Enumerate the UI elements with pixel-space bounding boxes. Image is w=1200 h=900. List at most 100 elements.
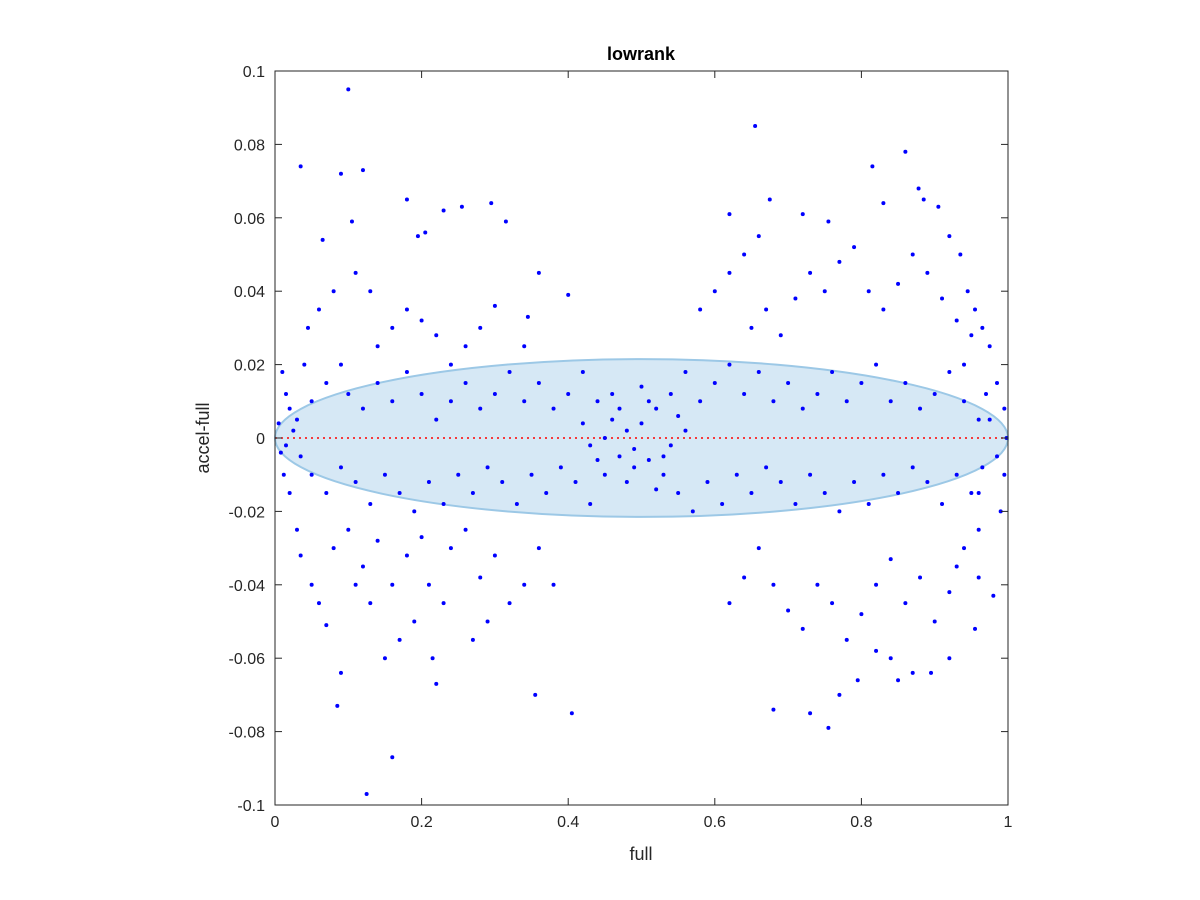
data-point [283,443,288,448]
y-tick-label: -0.1 [237,798,265,815]
data-point [903,380,908,385]
data-point [419,535,424,540]
data-point [573,480,578,485]
data-point [852,245,857,250]
data-point [349,219,354,224]
data-point [837,509,842,514]
data-point [753,124,758,129]
data-point [808,472,813,477]
data-point [910,670,915,675]
data-point [976,491,981,496]
data-point [800,406,805,411]
data-point [808,711,813,716]
data-point [984,391,989,396]
data-point [947,656,952,661]
data-point [793,502,798,507]
data-point [610,417,615,422]
data-point [375,344,380,349]
data-point [903,149,908,154]
data-point [793,296,798,301]
y-tick-label: 0.1 [243,64,265,81]
data-point [712,380,717,385]
data-point [551,406,556,411]
data-point [874,362,879,367]
data-point [998,509,1003,514]
data-point [588,502,593,507]
data-point [976,527,981,532]
data-point [448,399,453,404]
y-axis-label: accel-full [193,402,213,473]
data-point [423,230,428,235]
data-point [918,406,923,411]
data-point [492,391,497,396]
data-point [283,391,288,396]
data-point [278,450,283,455]
data-point [764,307,769,312]
data-point [896,491,901,496]
data-point [338,465,343,470]
y-tick-label: 0.06 [234,211,265,228]
data-point [844,637,849,642]
data-point [727,212,732,217]
data-point [786,380,791,385]
data-point [676,491,681,496]
data-point [668,391,673,396]
data-point [676,413,681,418]
data-point [654,406,659,411]
data-point [580,421,585,426]
data-point [698,399,703,404]
data-point [954,472,959,477]
data-point [434,681,439,686]
data-point [617,406,622,411]
y-tick-label: 0 [256,431,265,448]
data-point [382,472,387,477]
data-point [727,270,732,275]
data-point [463,527,468,532]
data-point [1002,472,1007,477]
data-point [287,406,292,411]
data-point [837,259,842,264]
data-point [808,270,813,275]
data-point [412,619,417,624]
data-point [995,454,1000,459]
data-point [881,201,886,206]
data-point [291,428,296,433]
data-point [918,575,923,580]
data-point [756,369,761,374]
data-point [764,465,769,470]
data-point [305,325,310,330]
data-point [826,219,831,224]
data-point [375,380,380,385]
data-point [375,538,380,543]
data-point [507,601,512,606]
data-point [346,391,351,396]
data-point [624,480,629,485]
data-point [940,296,945,301]
data-point [320,237,325,242]
data-point [925,270,930,275]
data-point [404,553,409,558]
data-point [298,454,303,459]
data-point [364,791,369,796]
data-point [390,399,395,404]
data-point [426,480,431,485]
data-point [595,399,600,404]
data-point [830,369,835,374]
data-point [382,656,387,661]
data-point [632,447,637,452]
data-point [500,480,505,485]
data-point [727,601,732,606]
data-point [470,637,475,642]
data-point [888,399,893,404]
data-point [749,325,754,330]
data-point [441,208,446,213]
data-point [294,417,299,422]
data-point [932,619,937,624]
data-point [335,703,340,708]
data-point [910,465,915,470]
data-point [415,234,420,239]
data-point [610,391,615,396]
data-point [778,480,783,485]
data-point [987,417,992,422]
